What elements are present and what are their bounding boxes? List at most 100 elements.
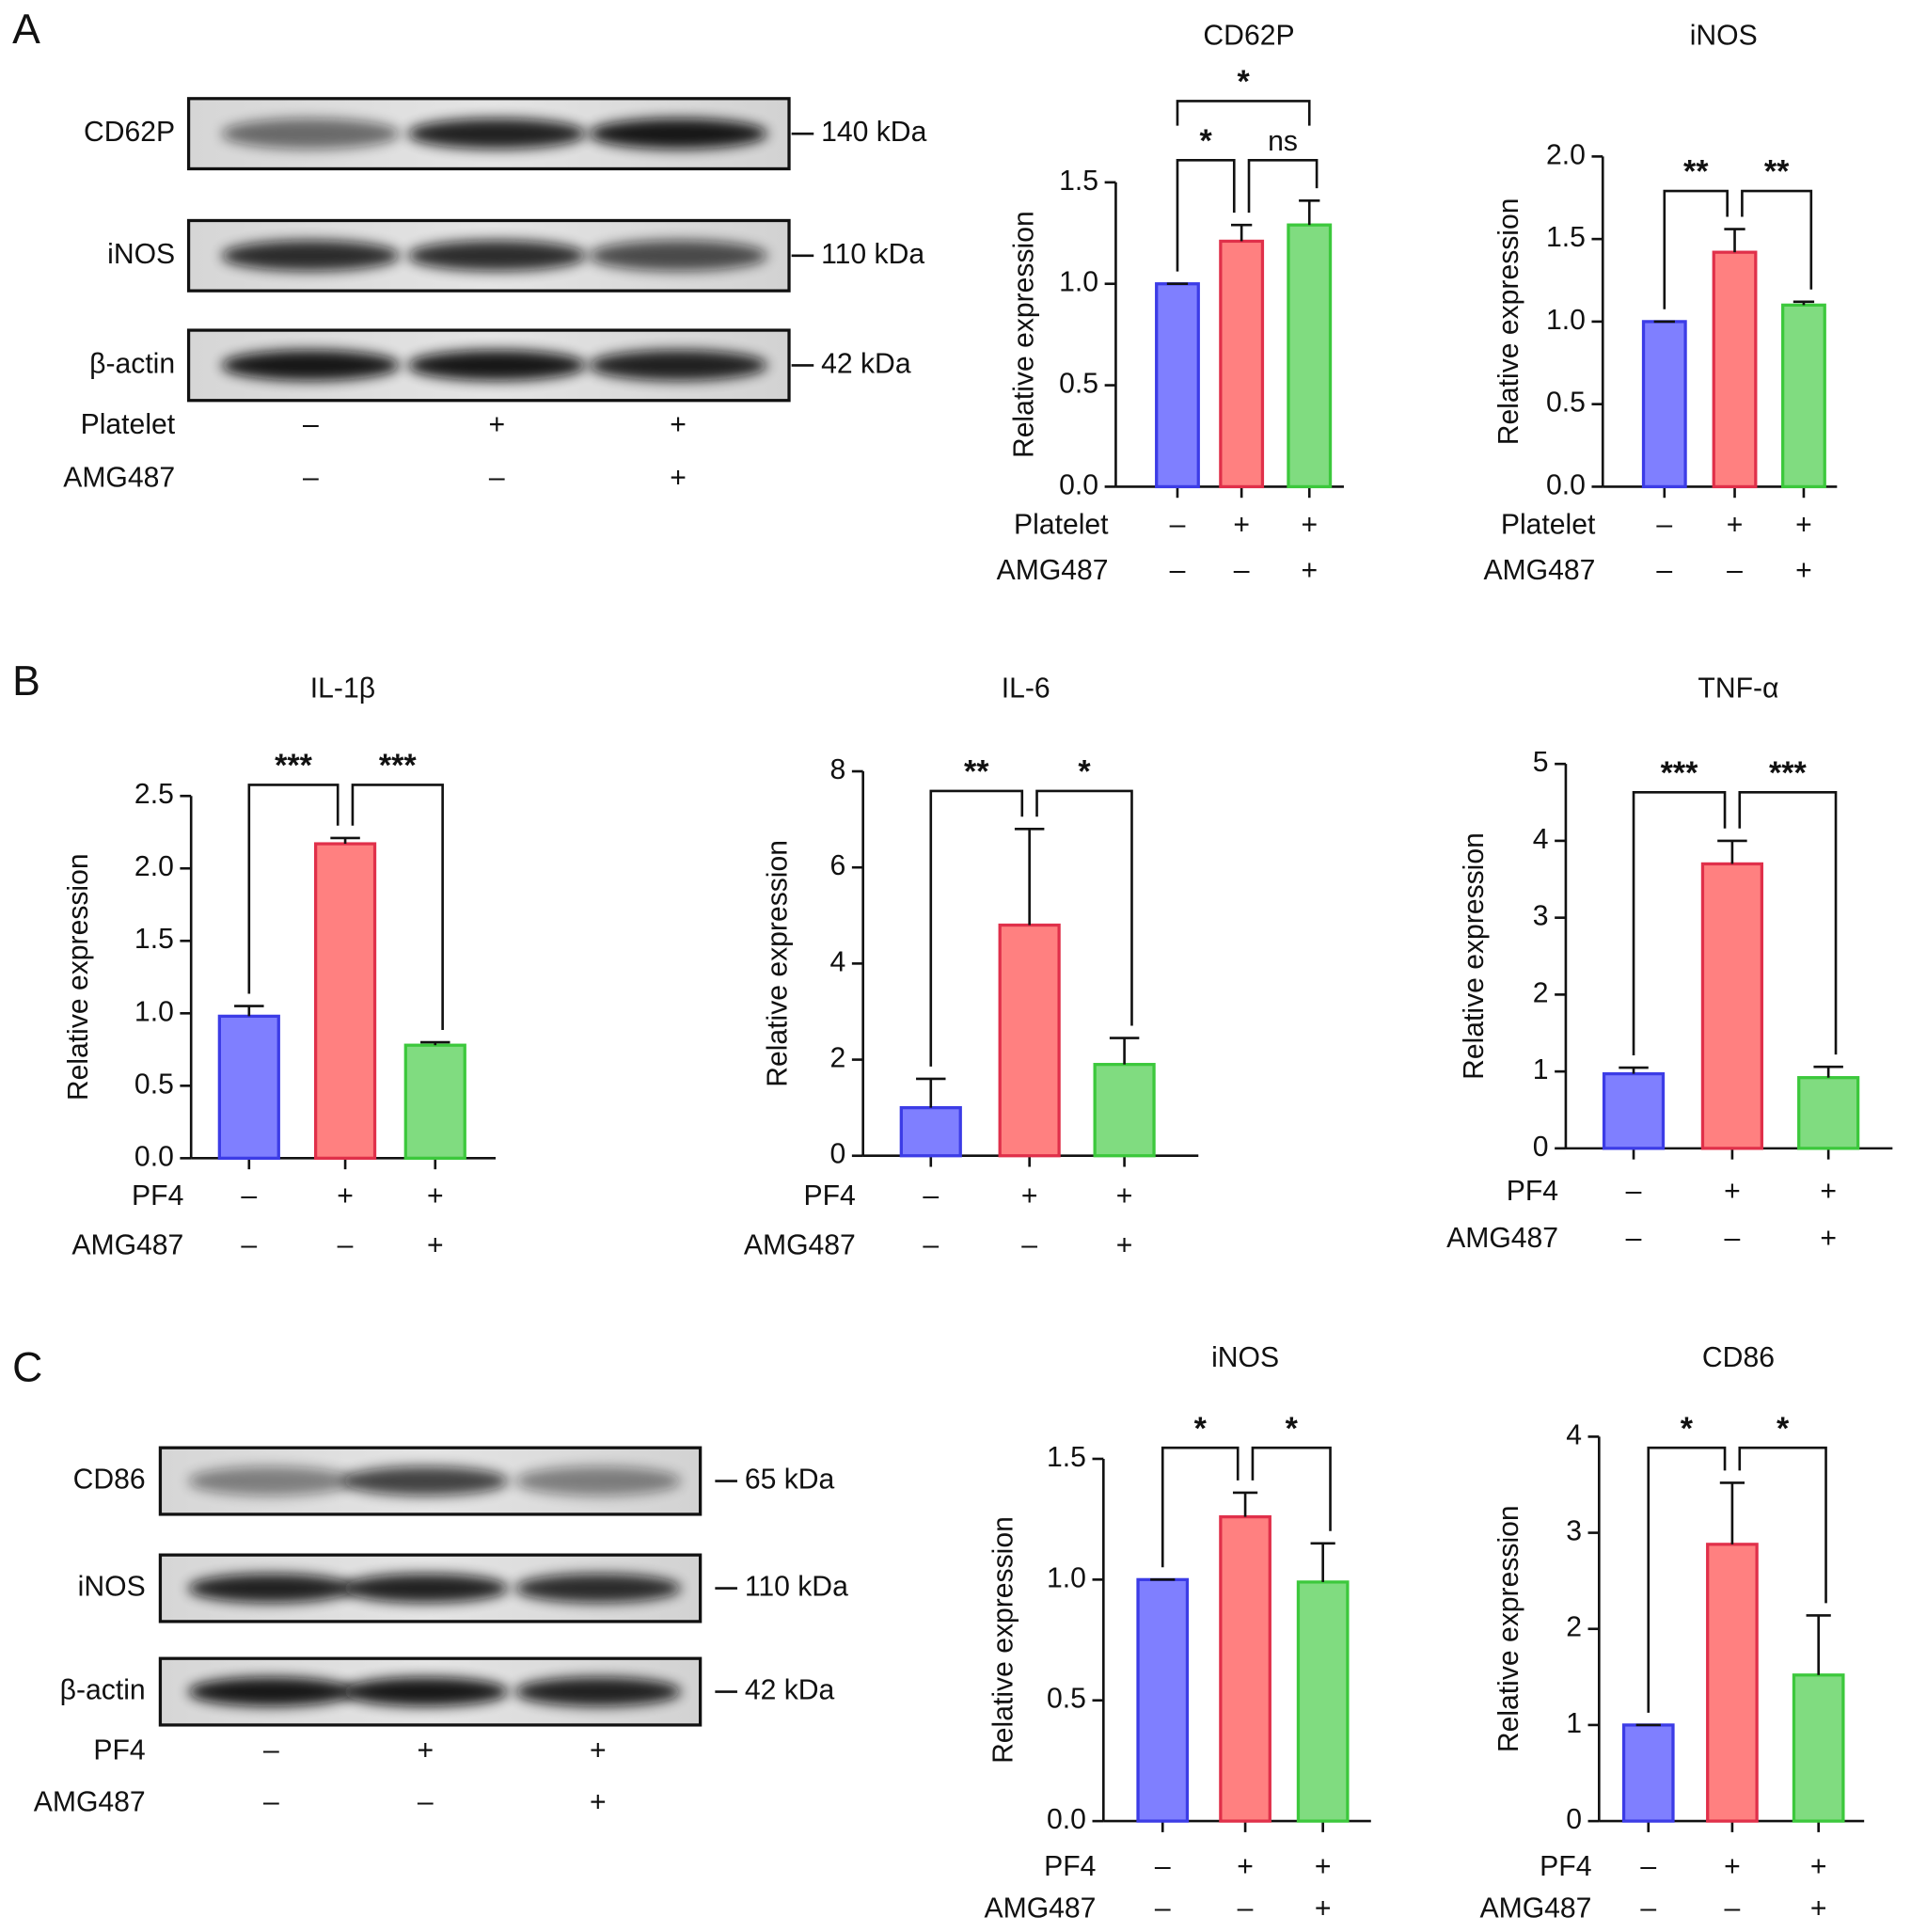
significance-label: ** bbox=[964, 754, 989, 790]
y-axis-label: Relative expression bbox=[762, 840, 793, 1087]
bar bbox=[1136, 1577, 1190, 1823]
y-axis-label: Relative expression bbox=[1493, 198, 1524, 446]
significance-bracket bbox=[1632, 790, 1727, 1055]
y-tick-label: 6 bbox=[830, 850, 846, 881]
y-tick-label: 1.0 bbox=[1546, 305, 1586, 336]
significance-label: * bbox=[1199, 123, 1212, 159]
marker-label: 42 kDa bbox=[745, 1675, 835, 1706]
condition-sign: + bbox=[417, 1735, 434, 1766]
blot-band bbox=[514, 1465, 682, 1497]
significance-bracket bbox=[1176, 100, 1311, 126]
marker-label: 42 kDa bbox=[821, 348, 911, 379]
bar bbox=[403, 1043, 466, 1160]
blot-frame bbox=[186, 328, 791, 403]
condition-sign: + bbox=[337, 1180, 354, 1211]
condition-sign: – bbox=[263, 1787, 279, 1818]
y-tick-label: 1.5 bbox=[1047, 1442, 1086, 1473]
y-tick-label: 1 bbox=[1566, 1708, 1582, 1739]
significance-bracket bbox=[1176, 158, 1236, 272]
condition-sign: + bbox=[1116, 1230, 1133, 1261]
condition-sign: + bbox=[1820, 1176, 1837, 1207]
condition-sign: + bbox=[1820, 1223, 1837, 1254]
condition-sign: + bbox=[1810, 1892, 1827, 1924]
y-tick-label: 4 bbox=[1533, 824, 1549, 855]
condition-sign: + bbox=[1795, 509, 1812, 540]
condition-sign: + bbox=[1727, 509, 1744, 540]
condition-sign: + bbox=[1724, 1176, 1741, 1207]
condition-name: Platelet bbox=[81, 409, 176, 440]
condition-sign: + bbox=[670, 409, 687, 440]
blot-band bbox=[407, 118, 587, 150]
marker-label: 110 kDa bbox=[821, 239, 924, 270]
condition-name: Platelet bbox=[1501, 509, 1596, 540]
y-tick-label: 0.0 bbox=[1059, 469, 1098, 500]
significance-bracket bbox=[1738, 1446, 1827, 1604]
significance-bracket bbox=[1738, 790, 1838, 1055]
blot-band bbox=[341, 1465, 509, 1497]
blot-frame bbox=[186, 97, 791, 171]
y-tick-label: 0.5 bbox=[134, 1069, 174, 1100]
condition-sign: – bbox=[1155, 1851, 1171, 1882]
condition-sign: + bbox=[1810, 1851, 1827, 1882]
significance-bracket bbox=[1161, 1446, 1240, 1568]
significance-label: * bbox=[1681, 1411, 1694, 1447]
y-axis-label: Relative expression bbox=[1459, 832, 1490, 1080]
condition-sign: – bbox=[303, 463, 319, 494]
significance-label: * bbox=[1194, 1411, 1208, 1447]
bar bbox=[998, 923, 1061, 1158]
blot-row-label: iNOS bbox=[107, 239, 175, 270]
condition-sign: + bbox=[427, 1230, 444, 1261]
y-tick-label: 2 bbox=[1533, 977, 1549, 1008]
y-tick-label: 0.0 bbox=[134, 1141, 174, 1172]
significance-label: *** bbox=[379, 748, 418, 784]
blot-band bbox=[187, 1573, 355, 1604]
blot-band bbox=[514, 1573, 682, 1604]
condition-sign: + bbox=[590, 1735, 607, 1766]
y-tick-label: 1.5 bbox=[134, 924, 174, 955]
bar bbox=[1641, 320, 1687, 489]
bar bbox=[1219, 1514, 1271, 1823]
condition-sign: – bbox=[1170, 555, 1186, 586]
condition-sign: – bbox=[1238, 1892, 1254, 1924]
blot-band bbox=[514, 1676, 682, 1707]
condition-sign: – bbox=[1727, 555, 1743, 586]
y-axis-label: Relative expression bbox=[63, 853, 94, 1101]
panel-label: A bbox=[12, 7, 40, 53]
condition-sign: – bbox=[338, 1230, 354, 1261]
marker-label: 140 kDa bbox=[821, 117, 926, 148]
condition-name: PF4 bbox=[132, 1180, 183, 1211]
condition-name: Platelet bbox=[1014, 509, 1109, 540]
significance-label: *** bbox=[275, 748, 313, 784]
bar bbox=[1296, 1580, 1350, 1823]
condition-sign: + bbox=[1315, 1851, 1332, 1882]
condition-sign: + bbox=[1233, 509, 1250, 540]
condition-sign: – bbox=[1640, 1892, 1656, 1924]
y-tick-label: 5 bbox=[1533, 747, 1549, 778]
y-tick-label: 0 bbox=[1566, 1804, 1582, 1835]
blot-row-label: iNOS bbox=[78, 1572, 146, 1603]
bar bbox=[1792, 1673, 1845, 1823]
blot-band bbox=[187, 1676, 355, 1707]
condition-sign: – bbox=[303, 409, 319, 440]
condition-name: AMG487 bbox=[744, 1230, 856, 1261]
panel-label: C bbox=[12, 1344, 42, 1390]
blot-band bbox=[407, 349, 587, 381]
bar bbox=[1155, 282, 1200, 489]
condition-sign: – bbox=[923, 1180, 939, 1211]
condition-sign: – bbox=[1155, 1892, 1171, 1924]
condition-name: AMG487 bbox=[63, 463, 175, 494]
y-tick-label: 0.0 bbox=[1546, 469, 1586, 500]
y-tick-label: 1.5 bbox=[1546, 222, 1586, 253]
blot-band bbox=[341, 1676, 509, 1707]
blot-band bbox=[221, 118, 401, 150]
condition-sign: + bbox=[1315, 1892, 1332, 1924]
condition-sign: – bbox=[1725, 1892, 1741, 1924]
condition-sign: + bbox=[1021, 1180, 1038, 1211]
condition-name: AMG487 bbox=[34, 1787, 146, 1818]
condition-name: PF4 bbox=[1044, 1851, 1096, 1882]
chart-title: CD62P bbox=[1203, 20, 1294, 51]
condition-sign: – bbox=[1656, 509, 1672, 540]
condition-sign: + bbox=[1301, 555, 1318, 586]
condition-sign: – bbox=[1725, 1223, 1741, 1254]
condition-sign: – bbox=[1656, 555, 1672, 586]
